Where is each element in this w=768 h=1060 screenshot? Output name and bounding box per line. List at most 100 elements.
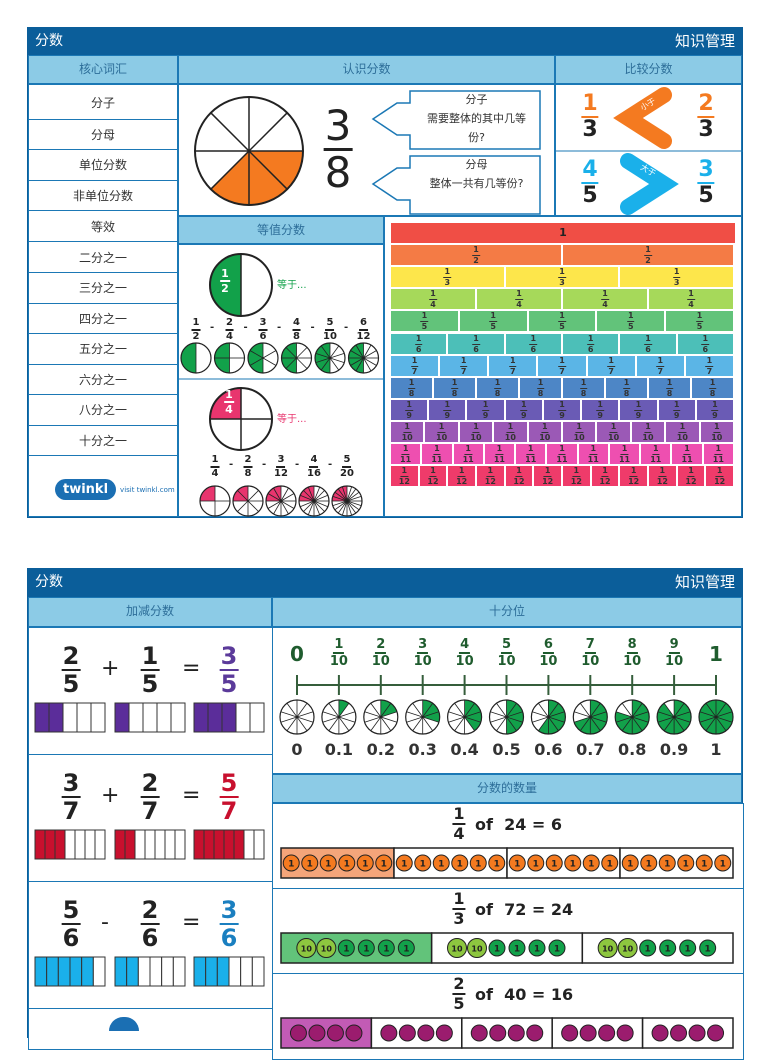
quantity-row: 2 5 of 40 = 16 [272,973,744,1060]
counter-value: 10 [321,945,333,954]
counter-value: 1 [420,860,426,870]
bar-segment [81,956,94,987]
counter-value: 1 [288,860,294,870]
counter [357,939,375,957]
bar-segment [233,829,245,860]
denominator: 3 [582,117,598,142]
wall-block: 1 10 [494,421,527,442]
unit-fraction: 1 10 [574,422,585,442]
bar-segment [69,956,83,987]
counter [489,1024,507,1042]
numerator: 1 [644,421,652,433]
denominator: 10 [455,654,474,669]
numerator: 1 [543,466,552,478]
vocab-item: 八分之一 [29,395,177,426]
counter [582,854,600,872]
counter [319,854,337,872]
counter [658,854,676,872]
pie-slice-shaded [548,700,559,717]
denominator: 3 [559,278,565,288]
equivalent-pie [298,485,330,517]
vocab-item: 单位分数 [29,150,177,181]
numerator: 3 [323,101,353,151]
pie-slice-shaded [674,711,692,723]
counter [326,1024,344,1042]
numerator: 3 [697,157,715,184]
vocab-item: 二分之一 [29,242,177,273]
pie-slice-shaded [506,700,517,717]
pie-slice-shaded [321,358,330,373]
counter [688,1024,706,1042]
unit-fraction: 1 11 [431,445,442,464]
numerator: 1 [644,333,652,345]
numerator: 1 [405,399,413,411]
counter-value: 1 [363,945,369,955]
pie-slice-shaded [674,703,691,717]
denominator: 5 [698,183,714,208]
numerator: 1 [333,637,345,654]
counter-value: 10 [602,945,614,954]
quantity-row: 1 3 of 72 = 24 10 10 1 1 1 1 10 10 1 1 1 1 10 10 1 1 1 1 [272,888,744,975]
numerator: 1 [644,245,652,257]
tenths-pie [488,699,525,735]
counter-value: 1 [665,945,671,955]
numerator: 1 [495,444,504,455]
unit-fraction: 1 10 [402,422,413,442]
wall-block: 1 11 [703,444,733,465]
counter [621,854,639,872]
denominator: 8 [494,388,501,398]
denominator: 3 [453,909,465,928]
counter [289,1024,307,1042]
tenths-header: 十分位 [272,597,742,627]
numerator: 5 [342,455,352,468]
counter [414,854,432,872]
wall-block: 1 11 [422,444,452,465]
denominator: 3 [673,278,680,288]
numerator: 1 [572,466,581,478]
addsub-row: 2 5 +1 5 = 3 5 [28,627,274,756]
twinkl-logo: twinkl visit twinkl.com [55,479,175,500]
numerator: 1 [420,311,429,323]
numerator: 1 [224,388,234,403]
denominator: 12 [542,477,554,487]
wall-block: 1 12 [419,466,447,487]
pie-slice-shaded [548,717,559,734]
counter-value: 1 [588,860,594,870]
equivalent-pie [347,342,380,374]
bar-segment [156,702,172,733]
denominator: 7 [460,366,467,376]
pie-slice-shaded [214,343,230,358]
vocab-header: 核心词汇 [28,55,178,84]
counter-value: 1 [664,860,670,870]
pie-slice-shaded [657,717,675,731]
counter [545,854,563,872]
counter [670,1024,688,1042]
denominator: 5 [696,322,703,332]
counter [548,939,566,957]
pie-slice-shaded [590,703,607,717]
denominator: 10 [436,432,448,442]
counter [308,1024,326,1042]
counter [451,854,469,872]
bar-segment [57,956,71,987]
counter [380,1024,398,1042]
numerator: 1 [708,377,717,389]
bar-segment [64,829,76,860]
operator: + [101,656,120,681]
bar-segment [193,702,209,733]
bar-segment [126,956,139,987]
numerator: 1 [558,399,566,411]
vocab-item: 非单位分数 [29,181,177,211]
